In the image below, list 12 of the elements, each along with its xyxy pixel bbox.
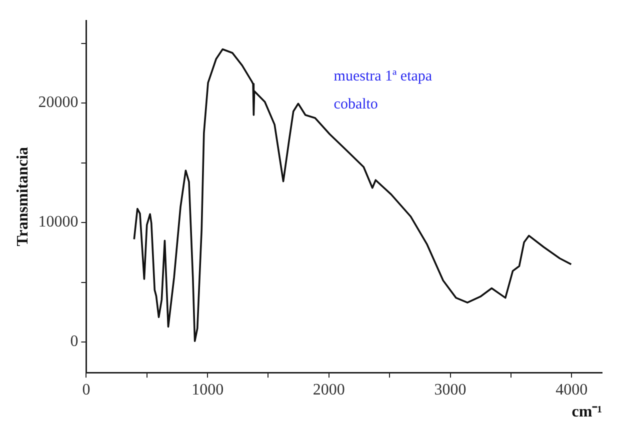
- y-tick-label: 0: [70, 333, 78, 350]
- x-tick-label: 1000: [192, 381, 224, 398]
- x-tick-label: 4000: [556, 381, 588, 398]
- x-axis-title: cm⁻¹: [572, 404, 602, 421]
- x-tick-label: 0: [82, 381, 90, 398]
- x-tick-label: 3000: [434, 381, 466, 398]
- y-tick-label: 20000: [38, 94, 78, 112]
- y-axis-title: Transmitancia: [14, 146, 32, 246]
- annotation: cobalto: [334, 96, 378, 113]
- x-tick-label: 2000: [312, 381, 345, 398]
- y-tick-label: 10000: [38, 214, 78, 231]
- annotation: muestra 1ª etapa: [334, 68, 432, 85]
